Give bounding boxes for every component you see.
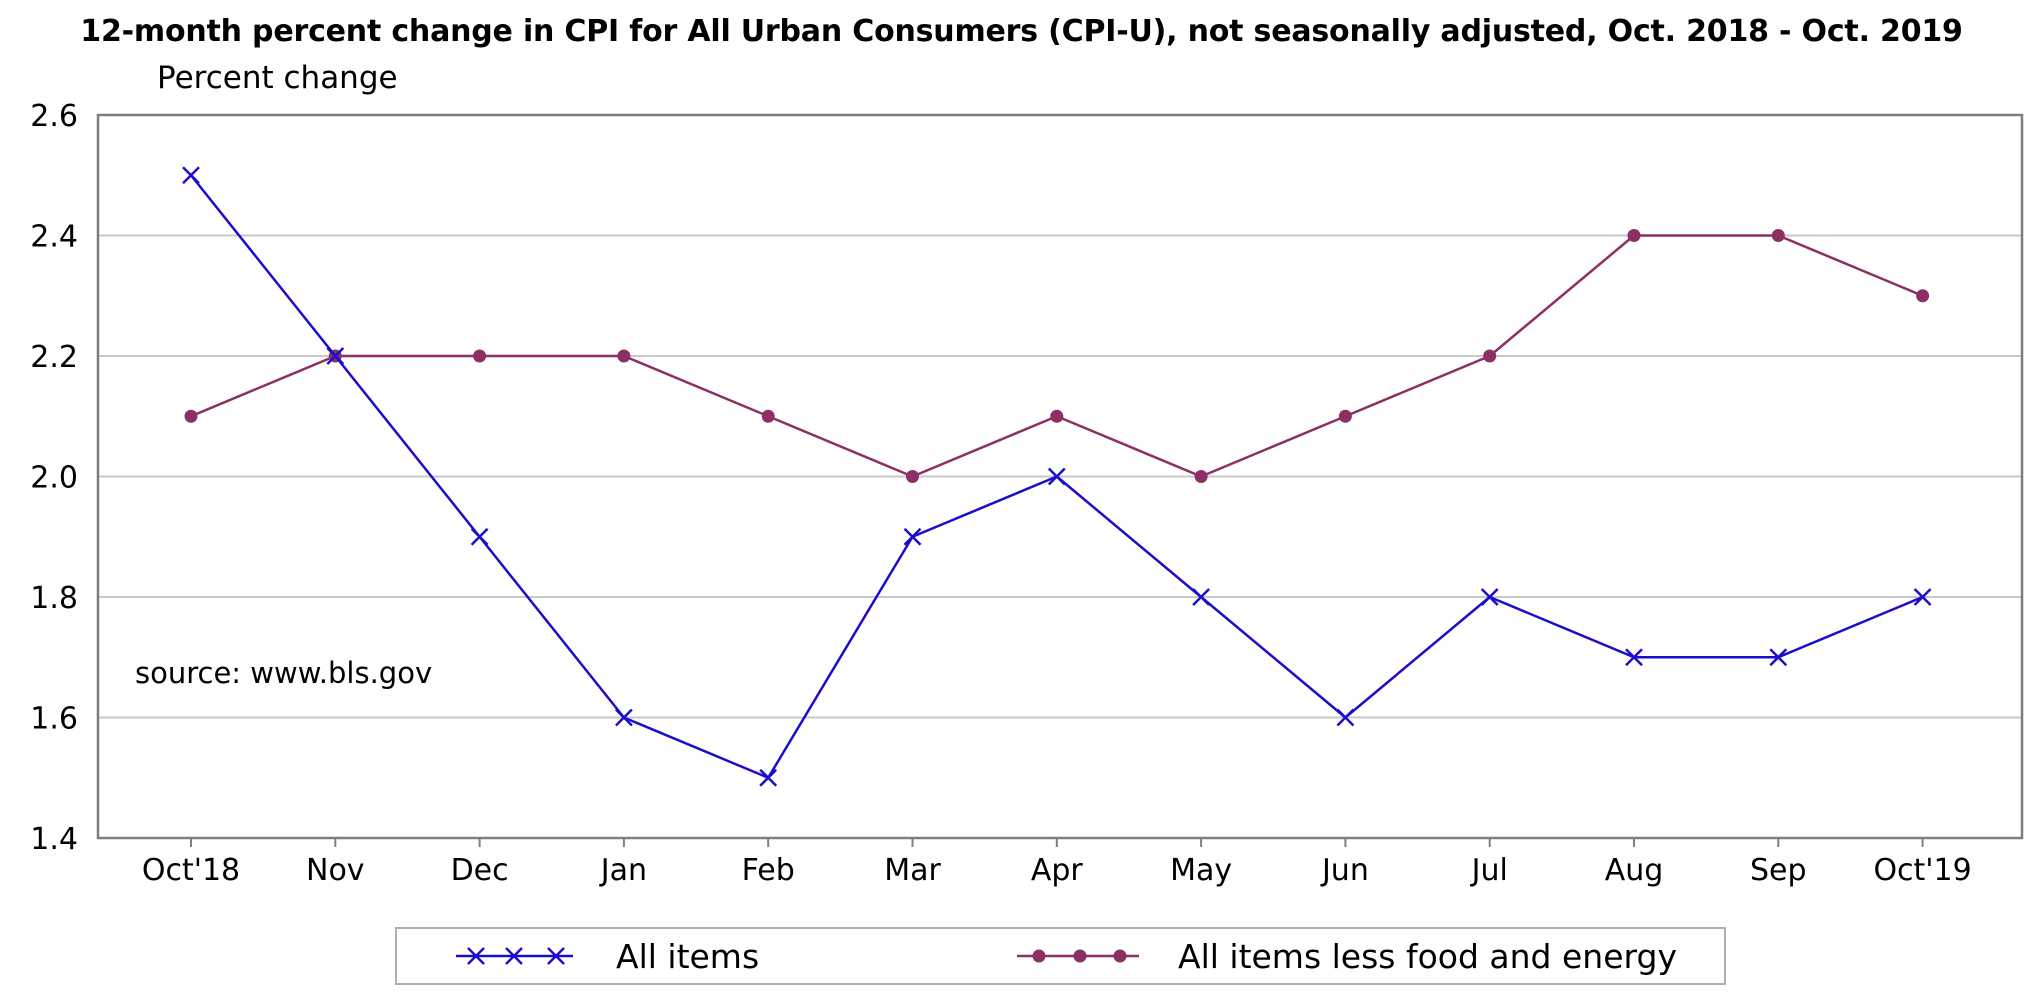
data-point-all-items bbox=[182, 166, 200, 185]
data-point-all-items bbox=[1047, 467, 1066, 486]
legend-marker bbox=[505, 947, 523, 965]
y-tick-label: 2.0 bbox=[30, 461, 78, 496]
data-point-all-items bbox=[1336, 708, 1355, 727]
source-annotation: source: www.bls.gov bbox=[135, 656, 432, 690]
x-tick-label: Jan bbox=[599, 853, 647, 888]
marker-stroke bbox=[505, 947, 523, 965]
marker-stroke bbox=[759, 768, 778, 787]
data-point-all-items-less-food-and-energy bbox=[184, 409, 198, 423]
legend-marker bbox=[1073, 949, 1087, 963]
legend-label: All items less food and energy bbox=[1178, 937, 1677, 976]
x-tick-label: Dec bbox=[451, 853, 509, 888]
x-tick-label: Jun bbox=[1320, 853, 1369, 888]
x-tick-label: Apr bbox=[1031, 853, 1084, 888]
marker-stroke bbox=[467, 947, 485, 965]
data-point-all-items-less-food-and-energy bbox=[1194, 470, 1208, 483]
chart-title: 12-month percent change in CPI for All U… bbox=[80, 14, 1963, 49]
x-tick-label: Nov bbox=[306, 853, 365, 888]
data-point-all-items-less-food-and-energy bbox=[1483, 349, 1497, 363]
marker-stroke bbox=[903, 527, 922, 546]
x-tick-label: Feb bbox=[742, 853, 795, 888]
data-point-all-items-less-food-and-energy bbox=[1050, 409, 1064, 423]
marker-stroke bbox=[547, 947, 565, 965]
data-point-all-items bbox=[1625, 648, 1643, 667]
data-point-all-items-less-food-and-energy bbox=[1916, 289, 1930, 303]
legend-marker bbox=[1113, 949, 1127, 963]
marker-stroke bbox=[1192, 588, 1210, 606]
marker-stroke bbox=[1047, 467, 1066, 486]
x-tick-label: Mar bbox=[884, 853, 941, 888]
data-point-all-items bbox=[1192, 588, 1210, 606]
data-point-all-items-less-food-and-energy bbox=[1338, 409, 1352, 423]
marker-stroke bbox=[182, 166, 200, 185]
data-point-all-items bbox=[326, 347, 345, 365]
data-point-all-items-less-food-and-energy bbox=[1627, 229, 1641, 242]
x-tick-label: Oct'19 bbox=[1873, 853, 1971, 888]
x-tick-label: Sep bbox=[1750, 853, 1807, 888]
data-point-all-items bbox=[759, 768, 778, 787]
marker-stroke bbox=[1480, 588, 1499, 606]
marker-stroke bbox=[1769, 648, 1788, 667]
data-point-all-items-less-food-and-energy bbox=[1771, 229, 1785, 242]
data-point-all-items bbox=[470, 527, 489, 546]
data-point-all-items bbox=[1913, 588, 1932, 606]
data-point-all-items-less-food-and-energy bbox=[761, 409, 775, 423]
y-tick-label: 1.6 bbox=[30, 702, 78, 737]
marker-stroke bbox=[1336, 708, 1355, 727]
data-point-all-items bbox=[1480, 588, 1499, 606]
legend-item-all-items: All items bbox=[456, 937, 759, 976]
data-point-all-items bbox=[903, 527, 922, 546]
plot-frame bbox=[96, 113, 2024, 840]
data-point-all-items-less-food-and-energy bbox=[473, 349, 487, 363]
plot-area: 1.4 1.6 1.8 2.0 2.2 2.4 2.6 Oct'18 Nov Dec Jan Feb M… bbox=[30, 99, 2024, 888]
legend: All items All items less food and energy bbox=[395, 927, 1726, 985]
legend-marker bbox=[467, 947, 485, 965]
legend-item-all-items-less-food-and-energy: All items less food and energy bbox=[1017, 937, 1677, 976]
marker-stroke bbox=[615, 708, 633, 727]
x-tick-label: May bbox=[1170, 853, 1232, 888]
y-axis-label: Percent change bbox=[157, 60, 398, 96]
data-point-all-items bbox=[1769, 648, 1788, 667]
x-tick-label: Aug bbox=[1605, 853, 1664, 888]
marker-stroke bbox=[470, 527, 489, 546]
y-tick-label: 1.8 bbox=[30, 581, 78, 616]
legend-marker bbox=[547, 947, 565, 965]
marker-stroke bbox=[326, 347, 345, 365]
y-tick-label: 2.6 bbox=[30, 99, 78, 134]
x-tick-label: Oct'18 bbox=[142, 853, 240, 888]
data-point-all-items-less-food-and-energy bbox=[617, 349, 631, 363]
y-tick-label: 2.2 bbox=[30, 340, 78, 375]
data-point-all-items bbox=[615, 708, 633, 727]
legend-label: All items bbox=[616, 937, 759, 976]
data-point-all-items-less-food-and-energy bbox=[906, 470, 919, 483]
marker-stroke bbox=[1913, 588, 1932, 606]
x-tick-label: Jul bbox=[1470, 853, 1508, 888]
y-tick-label: 2.4 bbox=[30, 220, 78, 255]
y-tick-label: 1.4 bbox=[30, 822, 78, 857]
marker-stroke bbox=[1625, 648, 1643, 667]
legend-marker bbox=[1032, 949, 1046, 963]
